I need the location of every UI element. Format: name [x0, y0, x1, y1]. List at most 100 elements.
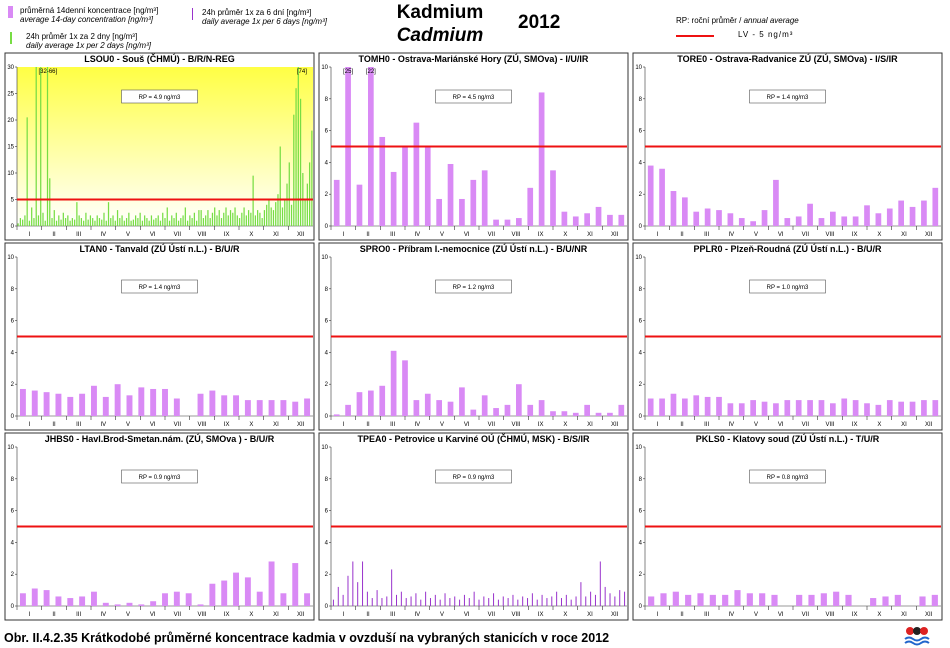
legend-daily6-en: daily average 1x per 6 days [ng/m³] — [202, 17, 327, 26]
data-bar — [459, 599, 461, 606]
data-bar — [182, 215, 184, 226]
data-bar — [146, 218, 148, 226]
data-bar — [356, 392, 363, 416]
data-bar — [682, 398, 688, 416]
data-bar — [402, 146, 408, 226]
month-label: XII — [297, 422, 305, 428]
data-bar — [37, 215, 40, 226]
month-label: VII — [488, 422, 496, 428]
data-bar — [79, 596, 86, 606]
rp-note: RP: roční průměr / annual average — [676, 16, 799, 25]
data-bar — [366, 591, 368, 606]
month-label: IV — [414, 422, 420, 428]
data-bar — [551, 596, 553, 606]
data-bar — [94, 220, 96, 226]
month-label: III — [390, 422, 395, 428]
data-bar — [693, 395, 700, 416]
data-bar — [244, 577, 251, 606]
rp-note-cz: RP: roční průměr / — [676, 16, 744, 25]
data-bar — [538, 400, 545, 416]
data-bar — [561, 211, 568, 226]
data-bar — [121, 215, 123, 226]
month-label: VIII — [197, 612, 206, 618]
data-bar — [415, 593, 417, 606]
data-bar — [67, 396, 74, 416]
chart-panel: PPLR0 - Plzeň-Roudná (ZÚ Ústí n.L.) - B/… — [632, 242, 943, 431]
legend: průměrná 14denní koncentrace [ng/m³] ave… — [4, 4, 384, 50]
data-bar — [200, 210, 202, 226]
chart-panels: LSOU0 - Souš (ČHMÚ) - B/R/N-REG051015202… — [4, 52, 943, 621]
data-bar — [85, 212, 87, 226]
y-tick-label: 2 — [325, 382, 329, 388]
y-tick-label: 0 — [639, 414, 643, 420]
month-label: IV — [728, 232, 734, 238]
data-bar — [796, 594, 803, 606]
month-label: I — [342, 232, 344, 238]
month-label: VI — [464, 612, 470, 618]
month-label: X — [563, 612, 567, 618]
data-bar — [196, 220, 198, 226]
data-bar — [807, 400, 813, 416]
chart-panel: PKLS0 - Klatovy soud (ZÚ Ústí n.L.) - T/… — [632, 432, 943, 621]
month-label: VI — [778, 232, 784, 238]
data-bar — [575, 596, 577, 606]
data-bar — [83, 220, 85, 226]
data-bar — [281, 207, 284, 226]
data-bar — [288, 162, 290, 226]
rp-value-label: RP = 4.9 ng/m3 — [139, 95, 181, 101]
data-bar — [173, 218, 175, 226]
data-bar — [909, 206, 916, 226]
data-bar — [51, 218, 53, 226]
y-tick-label: 6 — [639, 129, 643, 135]
y-tick-label: 2 — [639, 382, 643, 388]
data-bar — [716, 396, 722, 416]
month-label: III — [704, 232, 709, 238]
month-label: IX — [852, 422, 858, 428]
legend-daily2-entry: 24h průměr 1x za 2 dny [ng/m³] daily ave… — [26, 32, 151, 50]
data-bar — [704, 208, 711, 226]
month-label: VI — [778, 612, 784, 618]
data-bar — [292, 563, 299, 606]
month-label: VII — [802, 612, 810, 618]
data-bar — [672, 591, 679, 606]
month-label: X — [249, 422, 253, 428]
rp-box — [749, 279, 826, 294]
y-tick-label: 15 — [7, 145, 14, 151]
data-bar — [852, 400, 859, 416]
month-label: XII — [611, 422, 619, 428]
data-bar — [470, 179, 477, 226]
y-tick-label: 10 — [7, 445, 14, 451]
data-bar — [205, 215, 207, 226]
y-tick-label: 10 — [635, 445, 642, 451]
data-bar — [69, 220, 71, 226]
data-bar — [110, 218, 112, 226]
data-bar — [660, 593, 667, 606]
data-bar — [864, 403, 870, 416]
data-bar — [87, 219, 89, 226]
y-tick-label: 0 — [11, 224, 15, 230]
value-annotation: [22] — [366, 69, 376, 75]
month-label: I — [656, 232, 658, 238]
data-bar — [150, 388, 157, 416]
chart-panel: LTAN0 - Tanvald (ZÚ Ústí n.L.) - B/U/R 0 2… — [4, 242, 315, 431]
data-bar — [396, 594, 398, 606]
data-bar — [550, 411, 556, 416]
month-label: III — [76, 232, 81, 238]
panel-title: SPRO0 - Příbram I.-nemocnice (ZÚ Ústí n.… — [360, 243, 588, 254]
data-bar — [507, 598, 509, 606]
month-label: IV — [100, 422, 106, 428]
data-bar — [33, 218, 35, 226]
data-bar — [381, 598, 383, 606]
rp-note-en: annual average — [743, 16, 799, 25]
data-bar — [734, 590, 741, 606]
data-bar — [738, 403, 745, 416]
data-bar — [504, 219, 511, 226]
month-label: VII — [802, 422, 810, 428]
data-bar — [256, 400, 263, 416]
data-bar — [284, 199, 286, 226]
y-tick-label: 8 — [11, 287, 15, 293]
data-bar — [153, 219, 155, 226]
data-bar — [55, 393, 62, 416]
data-bar — [722, 594, 729, 606]
value-annotation: [25] — [343, 69, 353, 75]
